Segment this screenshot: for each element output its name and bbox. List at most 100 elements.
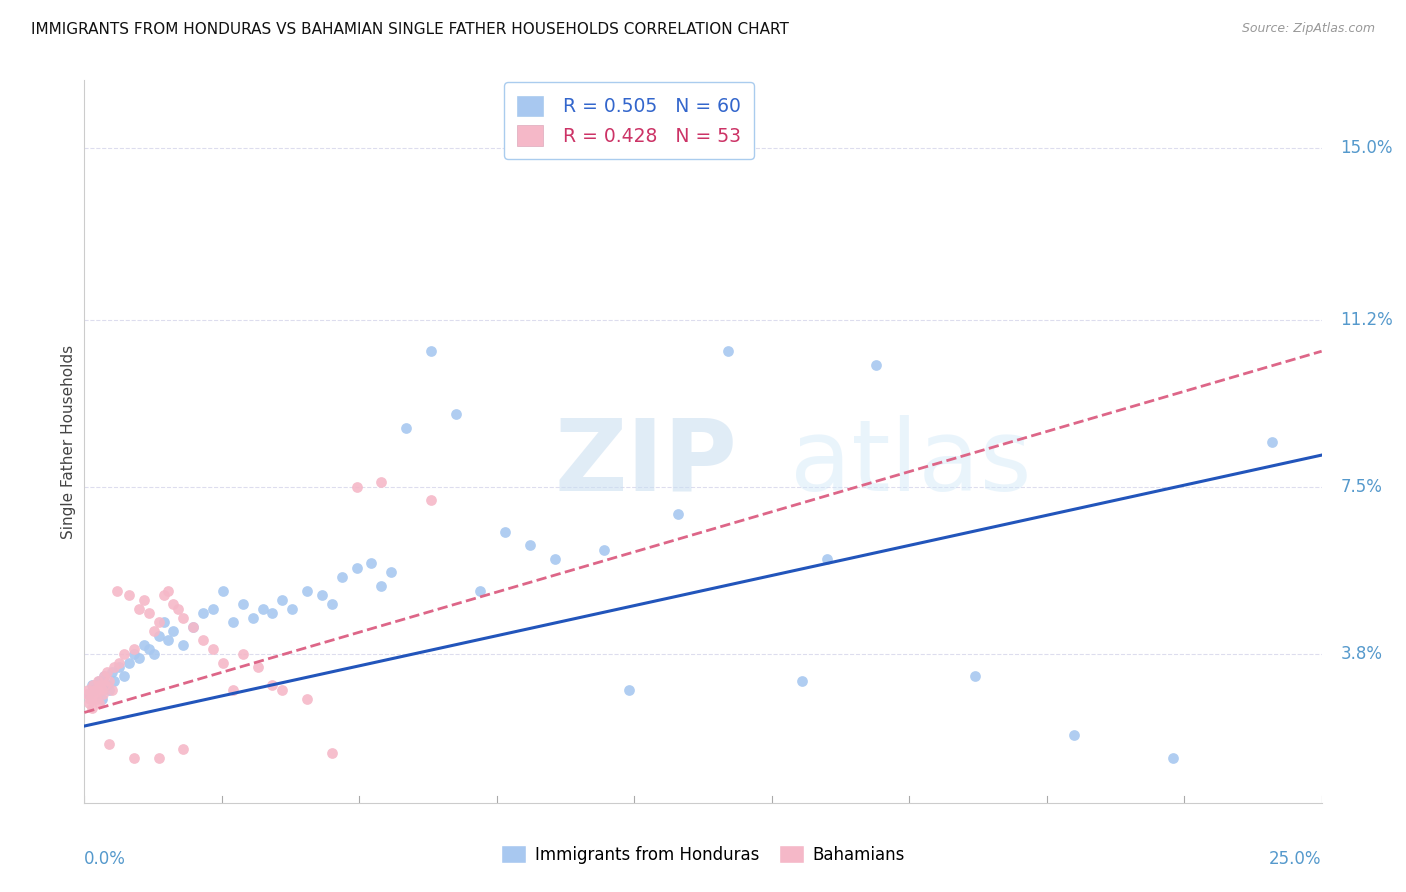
Point [89, 678, 111, 692]
Point [83, 687, 105, 701]
Point [152, 588, 174, 602]
Point [172, 610, 194, 624]
Point [262, 678, 284, 692]
Point [321, 746, 343, 760]
Point [94, 678, 117, 692]
Point [83, 682, 105, 697]
Point [212, 583, 235, 598]
Point [76, 682, 98, 697]
Text: 7.5%: 7.5% [1340, 478, 1382, 496]
Point [246, 660, 269, 674]
Point [360, 557, 382, 571]
Point [103, 660, 125, 674]
Point [172, 638, 194, 652]
Point [142, 647, 165, 661]
Point [122, 750, 145, 764]
Text: 11.2%: 11.2% [1340, 310, 1393, 328]
Point [965, 669, 987, 683]
Point [232, 647, 254, 661]
Point [167, 601, 190, 615]
Point [419, 344, 441, 359]
Point [98, 737, 121, 751]
Point [96, 678, 118, 692]
Point [346, 480, 368, 494]
Point [132, 592, 155, 607]
Point [108, 660, 131, 674]
Point [89, 697, 111, 711]
Point [118, 588, 141, 602]
Legend:   R = 0.505   N = 60,   R = 0.428   N = 53: R = 0.505 N = 60, R = 0.428 N = 53 [503, 82, 754, 159]
Point [108, 656, 131, 670]
Point [82, 678, 104, 692]
Point [128, 601, 150, 615]
Point [100, 665, 122, 679]
Point [162, 624, 184, 639]
Point [815, 552, 838, 566]
Point [790, 673, 813, 688]
Point [232, 597, 254, 611]
Point [494, 524, 516, 539]
Point [138, 606, 160, 620]
Point [96, 665, 118, 679]
Text: 0.0%: 0.0% [84, 850, 127, 868]
Point [87, 673, 110, 688]
Point [122, 647, 145, 661]
Point [162, 597, 184, 611]
Point [90, 692, 112, 706]
Point [93, 669, 115, 683]
Point [311, 588, 333, 602]
Point [519, 538, 541, 552]
Point [90, 682, 112, 697]
Point [79, 697, 101, 711]
Point [666, 507, 689, 521]
Point [222, 615, 245, 630]
Point [321, 597, 343, 611]
Point [128, 651, 150, 665]
Point [593, 542, 616, 557]
Point [202, 642, 225, 657]
Point [543, 552, 565, 566]
Point [122, 642, 145, 657]
Point [865, 358, 887, 372]
Point [1261, 434, 1284, 449]
Point [138, 642, 160, 657]
Text: 15.0%: 15.0% [1340, 139, 1393, 157]
Point [80, 678, 103, 692]
Point [380, 566, 402, 580]
Point [295, 583, 318, 598]
Point [281, 601, 304, 615]
Y-axis label: Single Father Households: Single Father Households [60, 344, 76, 539]
Point [717, 344, 740, 359]
Point [148, 750, 170, 764]
Point [212, 656, 235, 670]
Point [91, 687, 114, 701]
Point [395, 421, 418, 435]
Point [172, 741, 194, 756]
Text: atlas: atlas [790, 415, 1031, 512]
Point [181, 620, 204, 634]
Point [222, 682, 245, 697]
Point [370, 475, 392, 490]
Text: ZIP: ZIP [554, 415, 737, 512]
Point [242, 610, 264, 624]
Text: 3.8%: 3.8% [1340, 645, 1382, 663]
Point [79, 692, 101, 706]
Point [1063, 728, 1085, 742]
Point [89, 673, 111, 688]
Point [157, 633, 180, 648]
Point [419, 493, 441, 508]
Point [86, 692, 108, 706]
Point [98, 682, 121, 697]
Point [444, 408, 467, 422]
Point [617, 682, 640, 697]
Point [105, 583, 128, 598]
Point [98, 673, 121, 688]
Point [262, 606, 284, 620]
Text: 25.0%: 25.0% [1270, 850, 1322, 868]
Point [330, 570, 353, 584]
Point [202, 601, 225, 615]
Point [80, 701, 103, 715]
Point [112, 669, 135, 683]
Legend: Immigrants from Honduras, Bahamians: Immigrants from Honduras, Bahamians [495, 838, 911, 871]
Point [181, 620, 204, 634]
